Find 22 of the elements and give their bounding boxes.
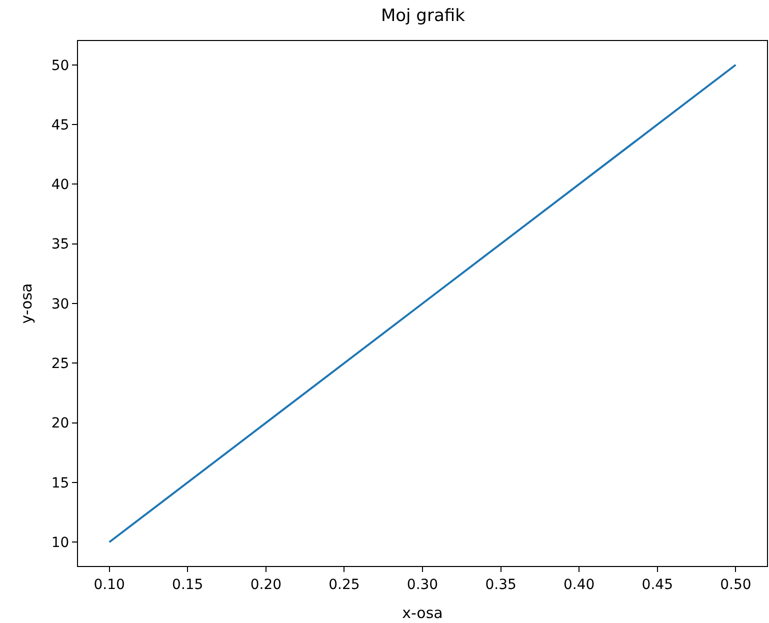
- x-tick-label: 0.40: [564, 576, 595, 593]
- x-tick-label: 0.25: [328, 576, 360, 593]
- chart-title: Moj grafik: [380, 6, 466, 26]
- y-tick-label: 35: [51, 236, 70, 253]
- x-tick-label: 0.35: [485, 576, 516, 593]
- line-series: [108, 64, 737, 544]
- y-tick-label: 30: [51, 296, 70, 312]
- x-tick-label: 0.15: [172, 576, 204, 593]
- y-tick-label: 15: [51, 475, 70, 492]
- x-tick-label: 0.10: [94, 576, 125, 593]
- y-tick-label: 10: [51, 535, 70, 552]
- y-tick-label: 45: [51, 117, 70, 134]
- y-tick-label: 20: [51, 416, 70, 432]
- y-tick-label: 40: [51, 177, 70, 194]
- y-tick-label: 50: [51, 58, 70, 74]
- y-tick-label: 25: [51, 356, 70, 372]
- x-tick-label: 0.20: [250, 576, 282, 593]
- x-tick-label: 0.30: [406, 576, 438, 593]
- x-axis-title: x-osa: [402, 604, 443, 622]
- x-tick-label: 0.50: [720, 576, 752, 593]
- y-axis-title: y-osa: [18, 283, 36, 324]
- x-tick-label: 0.45: [642, 576, 673, 593]
